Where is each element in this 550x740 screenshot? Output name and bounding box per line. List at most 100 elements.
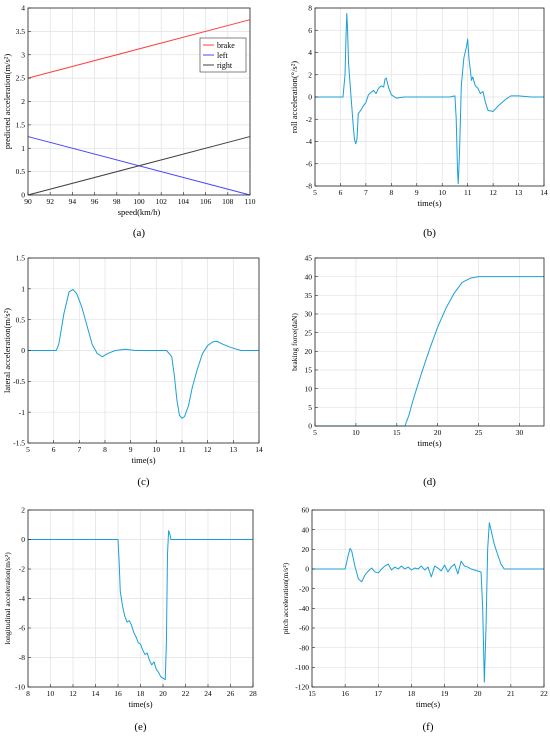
y-tick-label: 10 — [305, 384, 313, 393]
x-tick-label: 12 — [69, 689, 77, 698]
y-tick-label: 5 — [308, 403, 312, 412]
x-tick-label: 28 — [249, 689, 257, 698]
panel-caption: (e) — [134, 721, 147, 733]
x-tick-label: 11 — [178, 445, 185, 454]
x-tick-label: 104 — [178, 197, 190, 206]
y-tick-label: 60 — [302, 506, 310, 515]
x-tick-label: 15 — [393, 428, 401, 437]
y-tick-label: 15 — [305, 366, 313, 375]
y-tick-label: -120 — [295, 683, 309, 692]
y-axis-label: roll acceleration(°/s²) — [289, 61, 299, 133]
y-tick-label: -40 — [299, 604, 309, 613]
x-tick-label: 18 — [408, 689, 416, 698]
x-tick-label: 106 — [200, 197, 212, 206]
x-tick-label: 8 — [389, 188, 393, 197]
chart-e: 8 10 12 14 16 18 20 22 24 26 28 -10 -8 -6 -4 -2 0 2 time(s… — [3, 506, 257, 733]
y-tick-label: 1 — [21, 284, 25, 293]
y-tick-label: 3.5 — [16, 27, 26, 36]
x-tick-label: 21 — [507, 689, 515, 698]
y-tick-label: 25 — [305, 328, 313, 337]
x-tick-label: 10 — [438, 188, 446, 197]
x-tick-label: 100 — [133, 197, 145, 206]
x-tick-label: 90 — [24, 197, 32, 206]
y-tick-label: 0 — [21, 191, 25, 200]
x-tick-label: 108 — [222, 197, 234, 206]
y-tick-label: -80 — [299, 643, 309, 652]
x-tick-label: 110 — [245, 197, 256, 206]
y-tick-label: 1.5 — [16, 254, 26, 263]
y-tick-label: 45 — [305, 254, 313, 263]
x-tick-label: 12 — [204, 445, 212, 454]
y-tick-label: 2 — [308, 70, 312, 79]
x-tick-label: 8 — [26, 689, 30, 698]
y-tick-label: 0 — [308, 422, 312, 431]
y-tick-label: 2 — [21, 97, 25, 106]
legend-label-left: left — [217, 51, 228, 60]
legend-label-brake: brake — [217, 41, 235, 50]
y-tick-label: 35 — [305, 291, 313, 300]
y-tick-label: -100 — [295, 663, 309, 672]
axes-frame — [314, 257, 545, 427]
x-tick-label: 10 — [352, 428, 360, 437]
y-tick-label: 20 — [305, 347, 313, 356]
x-tick-label: 22 — [182, 689, 190, 698]
x-tick-label: 92 — [46, 197, 54, 206]
series-line-0 — [28, 288, 259, 419]
y-tick-label: 0 — [21, 535, 25, 544]
x-axis-label: time(s) — [416, 699, 440, 709]
x-tick-label: 17 — [375, 689, 383, 698]
x-axis-label: speed(km/h) — [118, 207, 161, 217]
y-tick-label: 40 — [305, 272, 313, 281]
x-tick-label: 16 — [341, 689, 349, 698]
chart-b: 5 6 7 8 9 10 11 12 13 14 -8 -6 -4 -2 0 2 4 6 8 time(s) roll … — [289, 4, 548, 239]
x-tick-label: 13 — [515, 188, 523, 197]
y-tick-label: -4 — [306, 137, 312, 146]
series-line-0 — [28, 530, 253, 681]
x-tick-label: 94 — [69, 197, 77, 206]
y-tick-label: -2 — [306, 115, 312, 124]
x-tick-label: 19 — [441, 689, 449, 698]
y-tick-label: -1.5 — [13, 439, 25, 448]
x-tick-label: 20 — [159, 689, 167, 698]
x-axis-label: time(s) — [128, 699, 152, 709]
y-tick-label: 0.5 — [16, 167, 26, 176]
x-tick-label: 96 — [91, 197, 99, 206]
x-tick-label: 5 — [313, 188, 317, 197]
x-tick-label: 98 — [113, 197, 121, 206]
panel-caption: (c) — [137, 476, 150, 488]
y-tick-label: -4 — [19, 594, 25, 603]
x-tick-label: 10 — [47, 689, 55, 698]
x-tick-label: 14 — [540, 188, 548, 197]
x-tick-label: 11 — [464, 188, 471, 197]
x-tick-label: 20 — [434, 428, 442, 437]
x-tick-label: 7 — [77, 445, 81, 454]
y-axis-label: pitch acceleration(m/s²) — [281, 562, 290, 634]
chart-f: 15 16 17 18 19 20 21 22 -120 -100 -80 -60 -40 -20 0 20 4… — [281, 506, 548, 733]
x-axis-label: time(s) — [417, 198, 441, 208]
panel-caption: (a) — [133, 227, 146, 239]
x-axis-label: time(s) — [131, 455, 155, 465]
series-line-0 — [315, 276, 544, 427]
legend-label-right: right — [217, 61, 233, 70]
x-tick-label: 12 — [489, 188, 497, 197]
y-tick-label: -60 — [299, 624, 309, 633]
x-tick-label: 16 — [114, 689, 122, 698]
x-tick-label: 8 — [103, 445, 107, 454]
y-tick-label: 20 — [302, 545, 310, 554]
panel-caption: (b) — [423, 227, 436, 239]
x-tick-label: 9 — [415, 188, 419, 197]
x-tick-label: 5 — [26, 445, 30, 454]
x-tick-label: 22 — [540, 689, 548, 698]
y-tick-label: -20 — [299, 584, 309, 593]
x-tick-label: 13 — [230, 445, 238, 454]
panel-caption: (d) — [423, 476, 436, 488]
x-axis-label: time(s) — [417, 438, 441, 448]
plot-area — [315, 258, 544, 426]
y-tick-label: 30 — [305, 310, 313, 319]
x-tick-label: 10 — [153, 445, 161, 454]
y-tick-label: 1 — [21, 144, 25, 153]
y-tick-label: 0.5 — [16, 315, 26, 324]
y-tick-label: 4 — [308, 48, 312, 57]
series-line-brake — [27, 19, 251, 79]
y-tick-label: -8 — [19, 653, 25, 662]
